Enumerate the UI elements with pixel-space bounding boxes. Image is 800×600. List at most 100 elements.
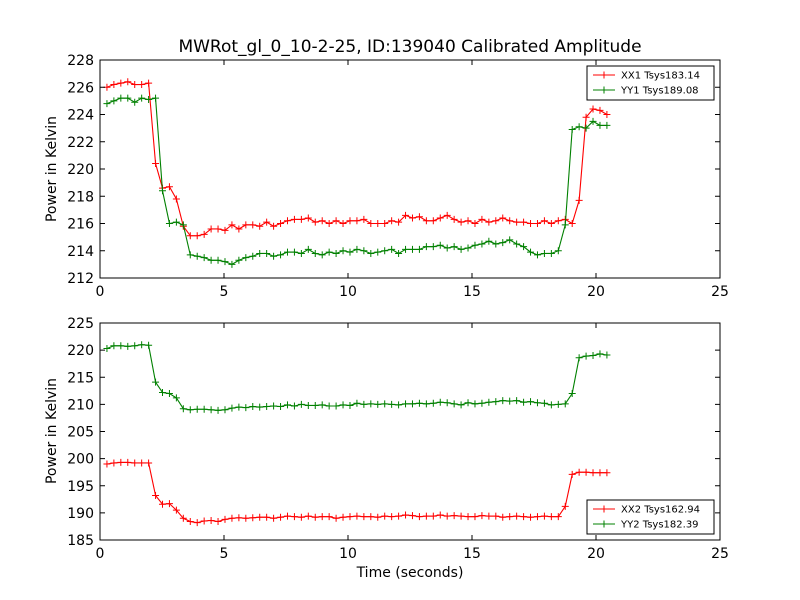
data-point-yy1 bbox=[214, 256, 222, 264]
data-point-xx1 bbox=[131, 81, 139, 89]
data-point-xx1 bbox=[200, 230, 208, 238]
x-tick-label: 20 bbox=[587, 546, 605, 562]
data-point-xx1 bbox=[249, 221, 257, 229]
data-point-yy2 bbox=[388, 400, 396, 408]
data-point-xx2 bbox=[193, 519, 201, 527]
data-point-yy2 bbox=[263, 403, 271, 411]
bottom-series-layer bbox=[103, 341, 611, 527]
data-point-xx1 bbox=[332, 217, 340, 225]
data-point-yy1 bbox=[311, 249, 319, 257]
data-point-xx1 bbox=[165, 183, 173, 191]
data-point-yy2 bbox=[165, 390, 173, 398]
data-point-xx2 bbox=[464, 513, 472, 521]
data-point-xx2 bbox=[304, 512, 312, 520]
y-tick-label: 225 bbox=[67, 316, 94, 332]
data-point-xx1 bbox=[270, 222, 278, 230]
data-point-yy1 bbox=[506, 236, 514, 244]
data-point-xx1 bbox=[256, 222, 264, 230]
data-point-xx2 bbox=[561, 502, 569, 510]
data-point-xx1 bbox=[221, 226, 229, 234]
legend-label: YY1 Tsys189.08 bbox=[620, 86, 699, 97]
data-point-xx1 bbox=[464, 217, 472, 225]
data-point-xx1 bbox=[235, 225, 243, 233]
data-point-yy1 bbox=[520, 243, 528, 251]
data-point-yy2 bbox=[408, 400, 416, 408]
data-point-xx2 bbox=[575, 468, 583, 476]
data-point-yy2 bbox=[207, 406, 215, 414]
data-point-yy1 bbox=[200, 254, 208, 262]
data-point-xx2 bbox=[429, 512, 437, 520]
data-point-yy2 bbox=[117, 342, 125, 350]
data-point-xx2 bbox=[408, 512, 416, 520]
data-point-yy2 bbox=[353, 399, 361, 407]
data-point-xx2 bbox=[478, 512, 486, 520]
data-point-xx1 bbox=[283, 217, 291, 225]
y-tick-label: 228 bbox=[67, 53, 94, 69]
data-point-yy1 bbox=[339, 247, 347, 255]
y-tick-label: 220 bbox=[67, 162, 94, 178]
data-point-yy2 bbox=[235, 403, 243, 411]
data-point-xx2 bbox=[568, 470, 576, 478]
data-point-yy1 bbox=[353, 245, 361, 253]
data-point-xx1 bbox=[506, 217, 514, 225]
data-point-yy2 bbox=[582, 352, 590, 360]
data-point-xx2 bbox=[283, 512, 291, 520]
data-point-xx1 bbox=[443, 211, 451, 219]
bottom-legend: XX2 Tsys162.94 YY2 Tsys182.39 bbox=[586, 499, 715, 535]
bottom-axis-ticks: 0 5 10 15 20 25 185 190 195 200 205 210 215 220 225 bbox=[67, 316, 729, 562]
data-point-yy2 bbox=[575, 354, 583, 362]
x-tick-label: 20 bbox=[587, 284, 605, 300]
data-point-yy2 bbox=[158, 388, 166, 396]
data-point-yy2 bbox=[242, 404, 250, 412]
data-point-yy1 bbox=[346, 248, 354, 256]
data-point-xx1 bbox=[193, 232, 201, 240]
data-point-yy1 bbox=[152, 94, 160, 102]
data-point-yy1 bbox=[457, 245, 465, 253]
data-point-xx2 bbox=[443, 512, 451, 520]
data-point-xx2 bbox=[527, 513, 535, 521]
data-point-xx1 bbox=[471, 220, 479, 227]
data-point-xx1 bbox=[527, 220, 535, 227]
data-point-yy2 bbox=[415, 399, 423, 407]
data-point-yy2 bbox=[374, 400, 382, 408]
data-point-yy2 bbox=[540, 399, 548, 407]
data-point-yy2 bbox=[381, 400, 389, 408]
data-point-xx1 bbox=[603, 111, 611, 118]
data-point-xx1 bbox=[533, 220, 541, 227]
data-point-xx1 bbox=[152, 160, 160, 168]
data-point-xx2 bbox=[339, 513, 347, 521]
data-point-xx1 bbox=[346, 217, 354, 225]
data-point-xx2 bbox=[138, 459, 146, 467]
data-point-yy1 bbox=[297, 249, 305, 257]
data-point-xx2 bbox=[249, 514, 257, 522]
data-point-xx1 bbox=[589, 105, 597, 113]
data-point-yy1 bbox=[395, 249, 403, 257]
data-point-yy1 bbox=[124, 94, 132, 102]
bottom-legend-box bbox=[586, 499, 715, 535]
data-point-yy2 bbox=[103, 344, 111, 352]
y-tick-label: 216 bbox=[67, 217, 94, 233]
data-point-xx2 bbox=[186, 518, 194, 526]
legend-marker bbox=[600, 520, 608, 528]
data-point-yy2 bbox=[256, 403, 264, 411]
data-point-xx2 bbox=[124, 458, 132, 466]
data-point-yy2 bbox=[304, 401, 312, 409]
data-point-yy1 bbox=[249, 252, 257, 260]
data-point-xx2 bbox=[221, 515, 229, 523]
data-point-xx2 bbox=[318, 513, 326, 521]
y-tick-label: 220 bbox=[67, 343, 94, 359]
x-tick-label: 5 bbox=[220, 284, 229, 300]
data-point-xx1 bbox=[415, 213, 423, 221]
data-point-xx2 bbox=[471, 513, 479, 521]
y-tick-label: 195 bbox=[67, 479, 94, 495]
data-point-yy1 bbox=[110, 97, 118, 105]
data-point-xx2 bbox=[492, 512, 500, 520]
data-point-xx1 bbox=[124, 78, 132, 86]
data-point-xx1 bbox=[110, 81, 118, 89]
y-tick-label: 185 bbox=[67, 533, 94, 549]
data-point-xx1 bbox=[450, 215, 458, 223]
data-point-xx1 bbox=[596, 106, 604, 114]
data-point-xx1 bbox=[395, 218, 403, 226]
data-point-xx2 bbox=[270, 514, 278, 522]
x-tick-label: 25 bbox=[711, 284, 729, 300]
